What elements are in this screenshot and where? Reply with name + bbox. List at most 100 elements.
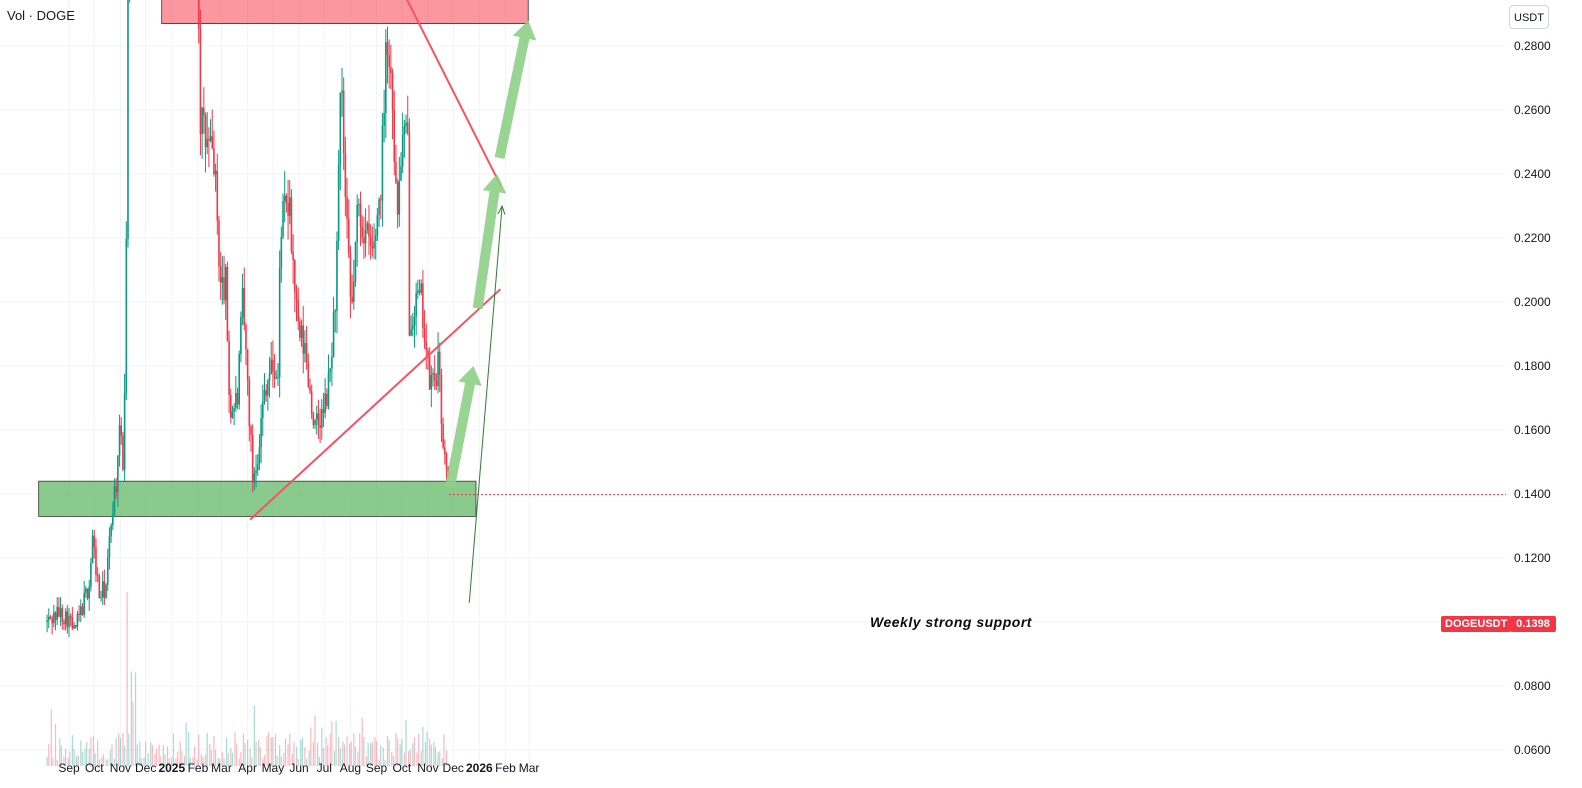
candle xyxy=(224,263,227,320)
volume-bar xyxy=(150,742,152,766)
candle xyxy=(226,261,229,342)
candle xyxy=(61,604,64,630)
volume-bar xyxy=(386,736,389,766)
candle xyxy=(197,0,200,44)
volume-bar xyxy=(439,751,441,766)
candle xyxy=(76,610,79,631)
y-tick-label: 0.1200 xyxy=(1514,551,1551,565)
volume-bar xyxy=(249,748,251,766)
candle xyxy=(213,130,215,177)
candle xyxy=(413,306,416,348)
candle xyxy=(64,608,67,631)
volume-bar xyxy=(257,739,260,766)
x-tick-label: Mar xyxy=(211,761,232,775)
volume-bar xyxy=(348,743,351,766)
volume-bar xyxy=(424,741,427,766)
candle xyxy=(53,604,55,628)
volume-bar xyxy=(321,727,323,766)
projection-arrows[interactable] xyxy=(444,20,537,603)
candle xyxy=(336,231,338,334)
candle xyxy=(51,615,53,635)
volume-bar xyxy=(291,753,293,766)
volume-indicator-label[interactable]: Vol · DOGE xyxy=(7,8,75,23)
candle xyxy=(411,313,414,337)
candle xyxy=(123,373,126,483)
candle xyxy=(113,478,116,517)
projection-arrow xyxy=(494,20,537,160)
volume-bar xyxy=(81,751,84,766)
candle xyxy=(425,323,428,370)
candle xyxy=(401,112,404,174)
volume-bar xyxy=(297,759,299,766)
volume-bar xyxy=(181,751,183,766)
candle xyxy=(267,378,269,411)
candle xyxy=(231,405,234,419)
candle xyxy=(327,354,330,410)
volume-bar xyxy=(134,672,137,766)
candle xyxy=(332,296,335,358)
time-axis[interactable]: Sep Oct Nov Dec 2025 Feb Mar Apr May Jun Jul Aug Sep… xyxy=(58,761,539,775)
candle xyxy=(391,68,394,140)
candle xyxy=(98,573,101,599)
volume-bar xyxy=(69,751,71,766)
candle xyxy=(351,274,353,305)
volume-bar xyxy=(416,752,418,766)
candle xyxy=(341,67,343,117)
volume-bar xyxy=(339,748,341,766)
currency-button[interactable]: USDT xyxy=(1509,5,1549,29)
volume-bar xyxy=(97,740,99,766)
volume-bar xyxy=(147,753,149,766)
x-tick-label: 2026 xyxy=(466,761,493,775)
candle xyxy=(122,431,124,472)
volume-bar xyxy=(50,709,52,766)
volume-bar xyxy=(52,758,54,766)
candle xyxy=(263,373,266,405)
volume-bar xyxy=(225,737,228,766)
candle xyxy=(211,109,214,150)
volume-bars xyxy=(46,592,448,766)
thin-arrow-head xyxy=(497,204,506,215)
candle xyxy=(358,198,360,217)
volume-bar xyxy=(405,720,407,766)
volume-bar xyxy=(240,751,242,766)
volume-bar xyxy=(380,745,382,766)
volume-bar xyxy=(350,741,352,766)
volume-bar xyxy=(65,748,67,766)
volume-bar xyxy=(283,753,285,766)
candle xyxy=(204,112,207,173)
candle xyxy=(118,414,121,467)
candle xyxy=(352,259,355,310)
volume-bar xyxy=(124,746,126,766)
volume-bar xyxy=(136,744,138,766)
candle xyxy=(88,579,91,611)
candle xyxy=(278,250,281,398)
candle xyxy=(127,0,129,248)
candle xyxy=(368,204,370,255)
candle xyxy=(363,216,365,260)
volume-bar xyxy=(105,759,107,766)
candle xyxy=(85,585,87,598)
volume-bar xyxy=(185,722,187,766)
price-axis[interactable]: 0.06000.08000.10000.12000.14000.16000.18… xyxy=(1514,0,1551,757)
volume-bar xyxy=(397,738,399,766)
volume-bar xyxy=(259,746,261,766)
volume-bar xyxy=(412,743,414,766)
volume-bar xyxy=(343,744,346,766)
candle xyxy=(95,538,97,582)
volume-bar xyxy=(73,748,75,766)
volume-bar xyxy=(399,744,401,766)
candle xyxy=(238,350,241,410)
candle xyxy=(385,29,387,139)
y-tick-label: 0.2600 xyxy=(1514,103,1551,117)
volume-bar xyxy=(310,727,312,766)
candle xyxy=(393,90,396,176)
candle xyxy=(354,241,357,287)
volume-bar xyxy=(255,742,257,766)
volume-bar xyxy=(234,732,236,766)
volume-bar xyxy=(247,739,249,766)
x-tick-label: Apr xyxy=(238,761,257,775)
volume-bar xyxy=(188,732,190,766)
volume-bar xyxy=(209,744,211,766)
trend-lines[interactable] xyxy=(136,0,1506,521)
